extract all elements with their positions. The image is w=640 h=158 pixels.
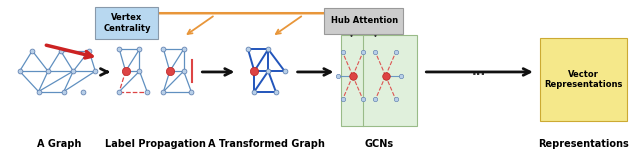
- Text: Vector
Representations: Vector Representations: [545, 70, 623, 89]
- FancyBboxPatch shape: [95, 7, 159, 39]
- FancyBboxPatch shape: [540, 38, 627, 121]
- Text: Representations: Representations: [538, 140, 629, 149]
- Text: ...: ...: [472, 65, 486, 79]
- Text: Vertex
Centrality: Vertex Centrality: [103, 13, 150, 33]
- FancyBboxPatch shape: [341, 35, 417, 126]
- Text: Label Propagation: Label Propagation: [105, 140, 205, 149]
- Text: GCNs: GCNs: [365, 140, 394, 149]
- FancyBboxPatch shape: [324, 8, 403, 34]
- Text: A Graph: A Graph: [37, 140, 81, 149]
- Text: A Transformed Graph: A Transformed Graph: [208, 140, 324, 149]
- Text: Hub Attention: Hub Attention: [330, 16, 397, 25]
